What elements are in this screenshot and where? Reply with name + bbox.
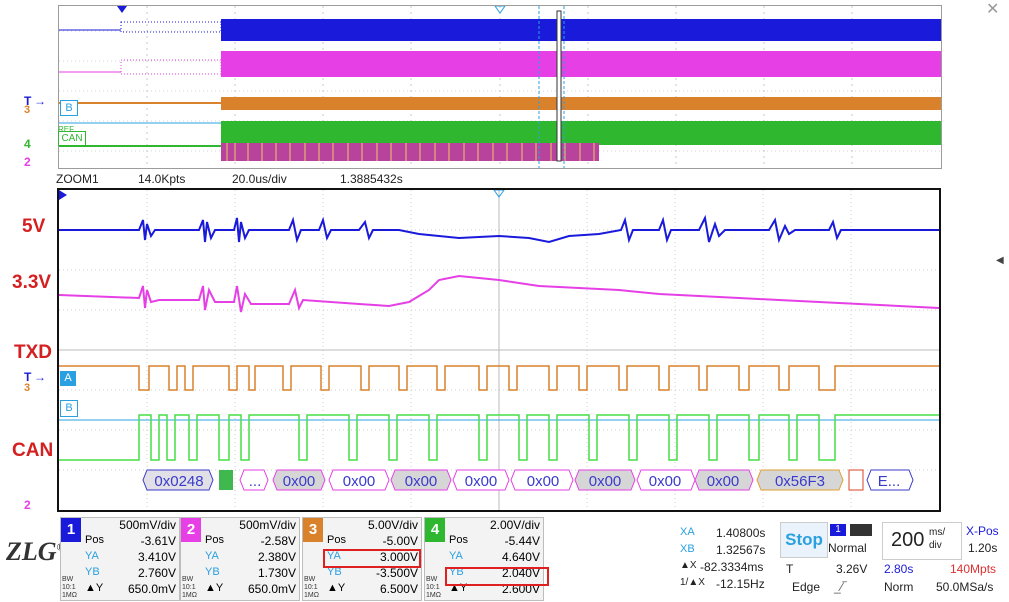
run-stop-button[interactable]: Stop [780,522,828,558]
ch3-ya-highlight [323,549,421,568]
decode-2: 0x00 [283,473,316,490]
ch4-scale: 2.00V/div [489,518,540,532]
ch4-panel[interactable]: 4 2.00V/div Pos -5.44V YA 4.640V YB 2.040V … [424,517,549,601]
decode-7: 0x00 [589,473,622,490]
ch1-ya: 3.410V [137,550,176,564]
ch2-ya: 2.380V [257,550,296,564]
ch3-coupling: BW 10:1 1MΩ [304,576,319,599]
label-txd: TXD [14,342,52,363]
ch4-marker: 4 [24,137,31,151]
ch2-panel[interactable]: 2 500mV/div Pos -2.58V YA 2.380V YB 1.730V … [180,517,300,601]
zoom-points: 14.0Kpts [138,172,186,186]
ch3-marker: 3 [24,104,31,116]
zoom-time: 1.3885432s [340,172,403,186]
decode-1: ... [249,473,262,490]
ch1-pos: -3.61V [140,534,176,548]
edge-rise-icon: _⁄‾ [834,580,847,594]
ref-b-marker: B [60,100,78,116]
ch3-ya: 3.000V [379,550,418,564]
ch4-pos: -5.44V [504,534,540,548]
ref-a-marker: A [60,371,76,386]
cursor-xa: 1.40800s [716,526,766,540]
ch3-pos: -5.00V [382,534,418,548]
close-icon[interactable]: ✕ [986,1,1000,18]
ch2-number: 2 [181,518,201,542]
ch2-coupling: BW 10:1 1MΩ [182,576,197,599]
label-can: CAN [12,440,54,461]
ch4-yb-highlight [445,567,549,586]
decode-0: 0x0248 [154,473,203,490]
sample-rate: 50.0MSa/s [936,580,994,594]
trigger-mode[interactable]: Normal [828,541,867,555]
trigger-level: 3.26V [836,562,868,576]
collapse-arrow-icon[interactable]: ◀ [996,255,1004,266]
ch3-panel[interactable]: 3 5.00V/div Pos -5.00V YA 3.000V YB -3.500V… [302,517,422,601]
ch1-panel[interactable]: 1 500mV/div Pos -3.61V YA 3.410V YB 2.760V … [60,517,180,601]
ch4-yb: 2.040V [501,566,540,580]
memory-depth: 140Mpts [950,562,997,576]
zoom-waveform[interactable]: 0x0248 ... 0x00 0x00 0x00 0x00 0x00 0x00… [57,188,941,512]
ch3-dy: 6.500V [379,582,418,596]
trigger-source-badge: 1 [830,524,846,536]
overview-plot [59,5,941,168]
cursor-freq: -12.15Hz [716,577,765,591]
ref-label: REF [58,125,74,134]
xpos-label: X-Pos [966,524,999,538]
can-bus-marker: CAN [58,131,86,146]
trigger-type[interactable]: Edge [792,580,821,594]
trigger-slope-icon [850,524,872,536]
ch2-scale: 500mV/div [239,518,296,532]
timebase-box[interactable]: 200 ms/ div [882,522,962,560]
ch3-number: 3 [303,518,323,542]
ch2-yb: 1.730V [257,566,296,580]
ch4-number: 4 [425,518,445,542]
ch1-yb: 2.760V [137,566,176,580]
decode-4: 0x00 [405,473,438,490]
cursor-readout: XA 1.40800s XB 1.32567s ▲X -82.3334ms 1/… [680,526,766,591]
decode-10: 0x56F3 [775,473,825,490]
zoom-label: ZOOM1 [56,172,99,186]
zoom-timebase: 20.0us/div [232,172,287,186]
cursor-dx: -82.3334ms [700,560,764,574]
trigger-marker: T [24,94,32,108]
ch1-coupling: BW 10:1 1MΩ [62,576,77,599]
timebase-value: 200 [891,529,925,551]
main-trigger-arrow-icon: → [34,370,46,384]
ch2-marker: 2 [24,155,31,169]
zlg-logo: ZLG® [6,537,65,566]
decode-5: 0x00 [465,473,498,490]
decode-8: 0x00 [649,473,682,490]
ch4-ya: 4.640V [501,550,540,564]
decode-9: 0x00 [707,473,740,490]
label-5v: 5V [22,216,46,237]
xpos-value: 1.20s [968,541,998,555]
ch1-scale: 500mV/div [119,518,176,532]
cursor-xb: 1.32567s [716,543,766,557]
record-time: 2.80s [884,562,914,576]
trigger-arrow-icon: → [34,94,46,108]
ch2-dy: 650.0mV [247,582,296,596]
main-ch2-marker: 2 [24,498,31,512]
acq-mode[interactable]: Norm [884,580,914,594]
ch3-scale: 5.00V/div [367,518,418,532]
ch4-coupling: BW 10:1 1MΩ [426,576,441,599]
main-ref-b-marker: B [60,400,78,417]
decode-6: 0x00 [527,473,560,490]
label-3v3: 3.3V [12,272,52,293]
ch3-yb: -3.500V [375,566,418,580]
decode-11: E... [878,473,901,490]
main-ch3-marker: 3 [24,382,31,394]
zoom-plot: 0x0248 ... 0x00 0x00 0x00 0x00 0x00 0x00… [58,189,940,510]
ch2-pos: -2.58V [260,534,296,548]
overview-waveform[interactable] [58,5,942,169]
decode-3: 0x00 [343,473,376,490]
ch1-number: 1 [61,518,81,542]
main-trigger-marker: T [24,370,32,384]
ch1-dy: 650.0mV [127,582,176,596]
